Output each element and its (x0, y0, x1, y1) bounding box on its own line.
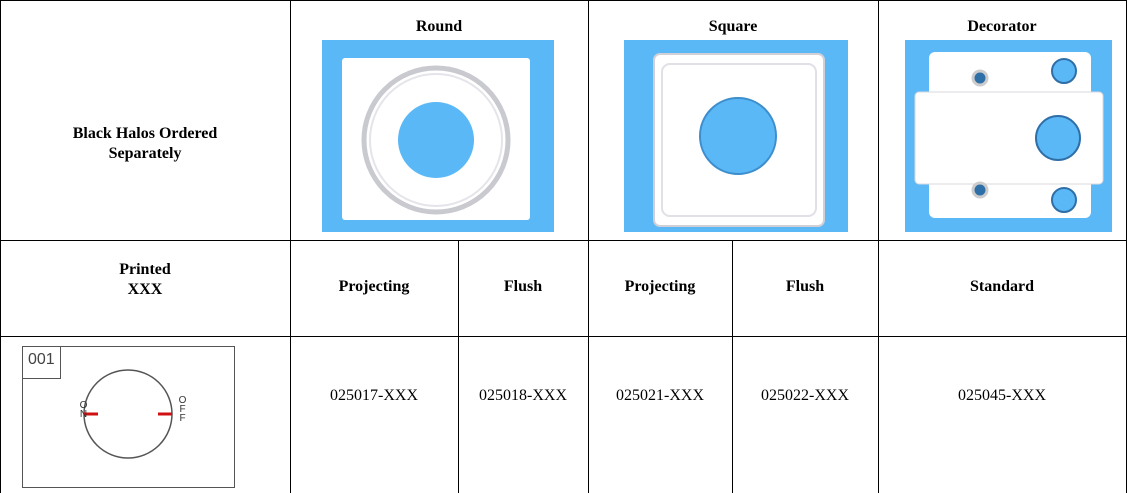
diagram-on: ON (78, 400, 89, 418)
subheader-label: Printed XXX (0, 260, 290, 300)
rule (0, 0, 1127, 1)
part-number: 025022-XXX (761, 387, 849, 404)
part-number: 025018-XXX (479, 387, 567, 404)
diagram-number: 001 (28, 351, 55, 368)
column-header: Flush (785, 278, 825, 295)
rule (878, 0, 879, 493)
switch-diagram (22, 346, 235, 488)
column-header: Standard (969, 278, 1035, 295)
rule (0, 240, 1127, 241)
rule (0, 0, 1, 493)
rule (588, 0, 589, 493)
square-halo-image (624, 40, 848, 232)
rule (290, 0, 291, 493)
rule (458, 240, 459, 493)
rule (0, 336, 1127, 337)
subheader-line: Printed (119, 261, 171, 278)
header-label: Black Halos Ordered Separately (72, 125, 218, 162)
subheader-line: XXX (127, 281, 163, 298)
round-halo-image (322, 40, 554, 232)
column-header: Projecting (624, 278, 696, 295)
group-title: Round (415, 18, 463, 35)
group-title: Decorator (967, 18, 1037, 35)
rule (732, 240, 733, 493)
part-number: 025021-XXX (616, 387, 704, 404)
column-header: Projecting (338, 278, 410, 295)
group-title: Square (708, 18, 758, 35)
diagram-off: OFF (177, 395, 188, 422)
decorator-halo-image (905, 40, 1112, 232)
column-header: Flush (503, 278, 543, 295)
rule (1126, 0, 1127, 493)
part-number: 025045-XXX (958, 387, 1046, 404)
part-number: 025017-XXX (330, 387, 418, 404)
